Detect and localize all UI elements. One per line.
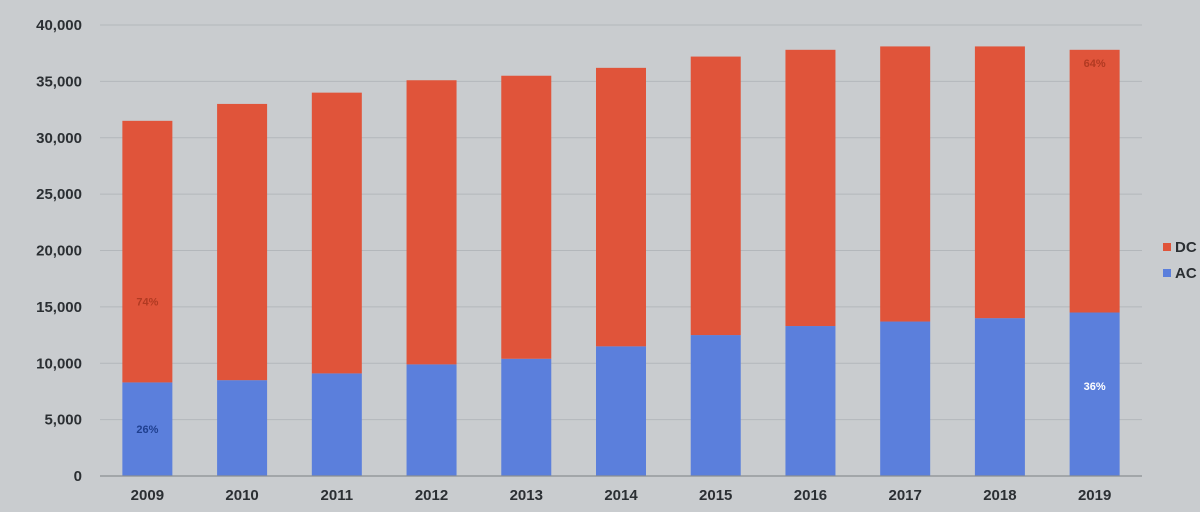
legend-label-dc: DC bbox=[1175, 239, 1197, 256]
y-tick-label: 35,000 bbox=[36, 73, 82, 90]
x-tick-label: 2010 bbox=[225, 487, 258, 504]
bar-dc-2013 bbox=[501, 75, 552, 359]
x-tick-label: 2016 bbox=[794, 487, 827, 504]
x-tick-label: 2018 bbox=[983, 487, 1016, 504]
bar-dc-2009 bbox=[122, 120, 173, 383]
bar-ac-2014 bbox=[596, 346, 646, 476]
bar-ac-2016 bbox=[785, 326, 836, 476]
legend-label-ac: AC bbox=[1175, 265, 1197, 282]
legend: DC AC bbox=[1163, 239, 1197, 282]
y-tick-label: 10,000 bbox=[36, 355, 82, 372]
data-label-ac-2019: 36% bbox=[1084, 381, 1106, 393]
bar-ac-2012 bbox=[406, 364, 457, 476]
x-axis-ticks: 2009 2010 2011 2012 2013 2014 2015 2016 2017 2018… bbox=[131, 487, 1112, 504]
y-tick-label: 25,000 bbox=[36, 186, 82, 203]
y-tick-label: 30,000 bbox=[36, 130, 82, 147]
bar-ac-2011 bbox=[311, 373, 362, 476]
bar-dc-2019 bbox=[1069, 49, 1120, 313]
bar-ac-2015 bbox=[690, 335, 741, 476]
y-axis-ticks: 0 5,000 10,000 15,000 20,000 25,000 30,000 35,0… bbox=[36, 17, 82, 485]
x-tick-label: 2017 bbox=[888, 487, 921, 504]
y-tick-label: 0 bbox=[74, 468, 82, 485]
bar-ac-2018 bbox=[974, 318, 1025, 476]
bar-dc-2018 bbox=[974, 46, 1025, 319]
bar-dc-2012 bbox=[406, 80, 457, 365]
legend-swatch-ac bbox=[1163, 269, 1171, 277]
bar-dc-2011 bbox=[311, 92, 362, 374]
legend-swatch-dc bbox=[1163, 243, 1171, 251]
x-tick-label: 2012 bbox=[415, 487, 448, 504]
bar-dc-2016 bbox=[785, 49, 836, 327]
y-tick-label: 20,000 bbox=[36, 243, 82, 260]
x-tick-label: 2014 bbox=[604, 487, 638, 504]
data-label-dc-2009: 74% bbox=[136, 296, 158, 308]
x-tick-label: 2009 bbox=[131, 487, 164, 504]
data-label-dc-2019: 64% bbox=[1084, 58, 1106, 70]
bar-ac-2010 bbox=[217, 380, 268, 476]
x-tick-label: 2013 bbox=[510, 487, 543, 504]
bar-ac-2009 bbox=[122, 382, 173, 476]
y-tick-label: 15,000 bbox=[36, 299, 82, 316]
x-tick-label: 2015 bbox=[699, 487, 732, 504]
x-tick-label: 2019 bbox=[1078, 487, 1111, 504]
data-labels: 74% 26% 64% 36% bbox=[136, 58, 1106, 436]
bar-ac-2017 bbox=[880, 321, 931, 476]
bar-dc-2010 bbox=[217, 103, 268, 381]
y-tick-label: 40,000 bbox=[36, 17, 82, 34]
bar-dc-2015 bbox=[690, 56, 741, 336]
x-tick-label: 2011 bbox=[321, 487, 354, 504]
bar-ac-2019 bbox=[1069, 312, 1120, 476]
bar-ac-2013 bbox=[501, 358, 552, 476]
bars bbox=[122, 46, 1120, 476]
data-label-ac-2009: 26% bbox=[136, 424, 158, 436]
bar-dc-2017 bbox=[880, 46, 931, 322]
bar-dc-2014 bbox=[596, 67, 646, 347]
y-tick-label: 5,000 bbox=[44, 412, 82, 429]
